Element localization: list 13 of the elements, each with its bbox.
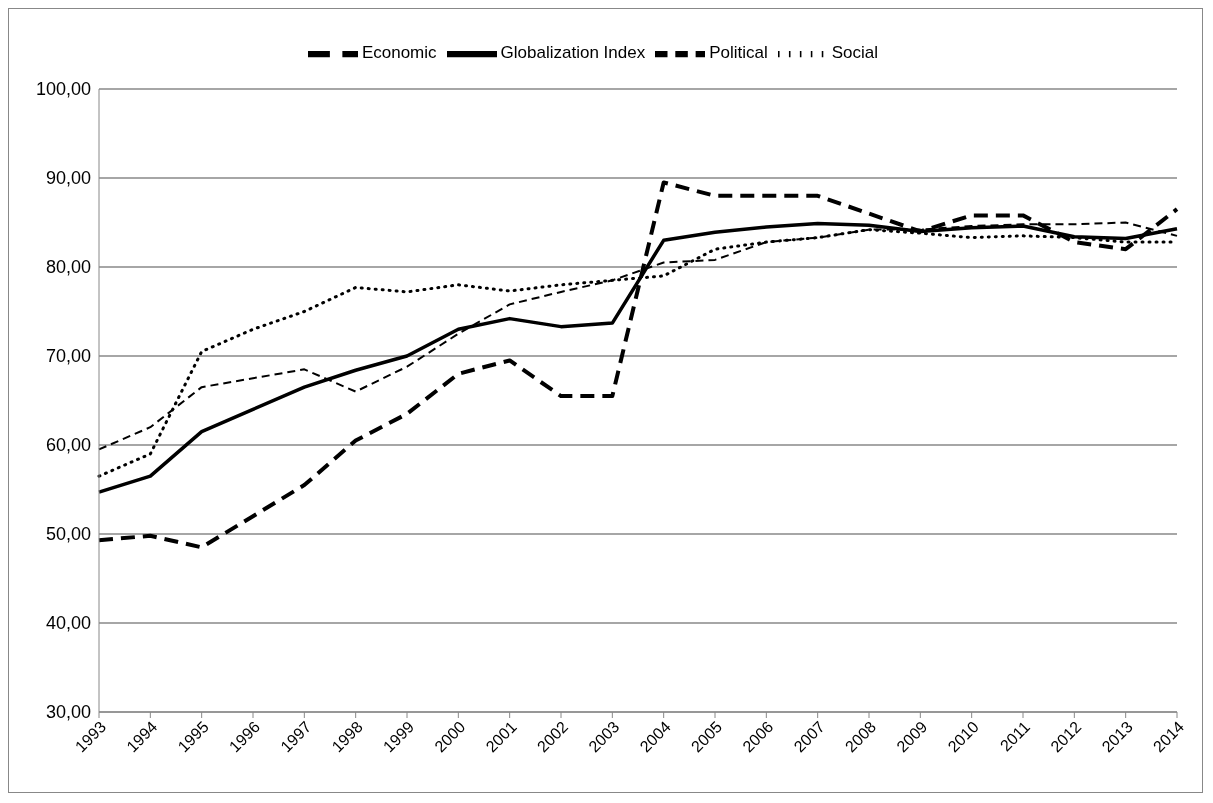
line-series xyxy=(97,180,1179,550)
legend-label: Social xyxy=(831,43,879,63)
y-tick-label: 70,00 xyxy=(45,346,91,367)
y-tick-label: 30,00 xyxy=(45,702,91,723)
y-tick-label: 60,00 xyxy=(45,435,91,456)
legend-label: Political xyxy=(709,43,768,63)
legend-label: Economic xyxy=(361,43,437,63)
legend-label: Globalization Index xyxy=(500,43,646,63)
y-tick-label: 80,00 xyxy=(45,257,91,278)
y-tick-label: 90,00 xyxy=(45,168,91,189)
y-tick-label: 40,00 xyxy=(45,613,91,634)
y-tick-label: 100,00 xyxy=(35,79,91,100)
y-tick-label: 50,00 xyxy=(45,524,91,545)
